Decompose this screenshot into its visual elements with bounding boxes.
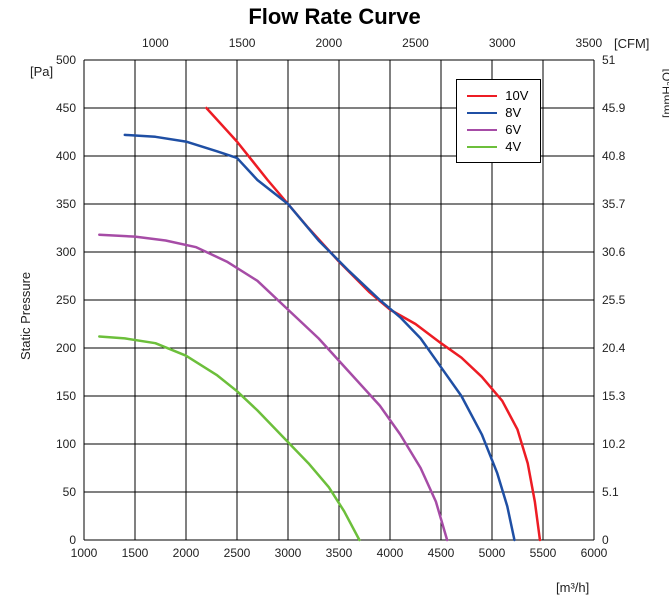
tick-label: 25.5 [602, 293, 625, 307]
tick-label: 2500 [224, 546, 251, 560]
tick-label: 5000 [479, 546, 506, 560]
tick-label: 100 [56, 437, 76, 451]
plot-svg [0, 0, 669, 605]
tick-label: 3000 [489, 36, 516, 50]
tick-label: 1500 [229, 36, 256, 50]
tick-label: 3500 [326, 546, 353, 560]
tick-label: 500 [56, 53, 76, 67]
tick-label: 45.9 [602, 101, 625, 115]
legend-item: 8V [467, 105, 528, 120]
legend-item: 10V [467, 88, 528, 103]
tick-label: 20.4 [602, 341, 625, 355]
legend-label: 4V [505, 139, 521, 154]
legend: 10V 8V 6V 4V [456, 79, 541, 163]
tick-label: 5.1 [602, 485, 619, 499]
tick-label: 450 [56, 101, 76, 115]
tick-label: 0 [69, 533, 76, 547]
tick-label: 400 [56, 149, 76, 163]
tick-label: 4000 [377, 546, 404, 560]
tick-label: 10.2 [602, 437, 625, 451]
tick-label: 3500 [576, 36, 603, 50]
legend-swatch [467, 146, 497, 148]
tick-label: 2500 [402, 36, 429, 50]
tick-label: 35.7 [602, 197, 625, 211]
chart-container: { "title": { "text": "Flow Rate Curve", … [0, 0, 669, 605]
tick-label: 3000 [275, 546, 302, 560]
tick-label: 2000 [315, 36, 342, 50]
tick-label: 51 [602, 53, 615, 67]
tick-label: 6000 [581, 546, 608, 560]
tick-label: 1500 [122, 546, 149, 560]
tick-label: 2000 [173, 546, 200, 560]
legend-swatch [467, 95, 497, 97]
legend-label: 6V [505, 122, 521, 137]
tick-label: 5500 [530, 546, 557, 560]
tick-label: 30.6 [602, 245, 625, 259]
tick-label: 1000 [142, 36, 169, 50]
tick-label: 150 [56, 389, 76, 403]
legend-label: 10V [505, 88, 528, 103]
legend-swatch [467, 112, 497, 114]
legend-label: 8V [505, 105, 521, 120]
tick-label: 15.3 [602, 389, 625, 403]
legend-item: 6V [467, 122, 528, 137]
tick-label: 4500 [428, 546, 455, 560]
tick-label: 0 [602, 533, 609, 547]
legend-swatch [467, 129, 497, 131]
tick-label: 250 [56, 293, 76, 307]
tick-label: 350 [56, 197, 76, 211]
tick-label: 300 [56, 245, 76, 259]
tick-label: 200 [56, 341, 76, 355]
tick-label: 50 [63, 485, 76, 499]
tick-label: 40.8 [602, 149, 625, 163]
tick-label: 1000 [71, 546, 98, 560]
legend-item: 4V [467, 139, 528, 154]
